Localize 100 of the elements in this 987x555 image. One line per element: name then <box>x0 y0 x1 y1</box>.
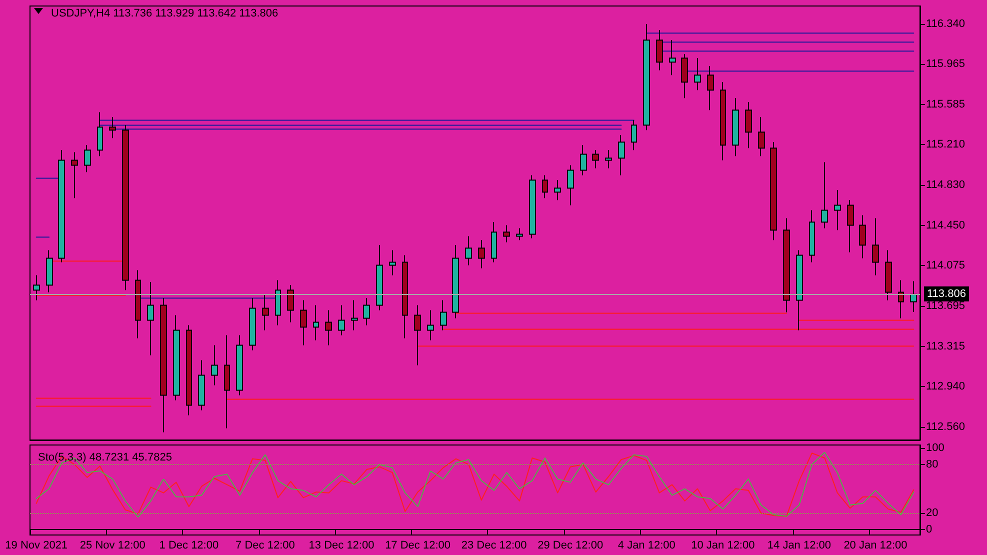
candlestick <box>478 240 485 269</box>
y-tick-label: 114.450 <box>926 220 965 232</box>
x-tick-label: 25 Nov 12:00 <box>80 540 146 552</box>
candlestick <box>363 298 370 326</box>
candlestick <box>173 314 180 401</box>
x-tick-label: 17 Dec 12:00 <box>385 540 451 552</box>
candlestick <box>211 344 218 386</box>
candlestick <box>33 274 40 301</box>
candlestick <box>84 144 91 173</box>
candlestick <box>821 162 828 229</box>
y-tick-label: 112.560 <box>926 421 965 434</box>
y-tick-label: 113.315 <box>926 340 965 353</box>
x-tick-label: 7 Dec 12:00 <box>236 540 295 552</box>
x-tick-label: 29 Dec 12:00 <box>538 540 604 552</box>
candlestick <box>542 174 548 199</box>
candlestick <box>402 254 408 339</box>
candlestick <box>262 294 269 331</box>
candlestick <box>669 40 676 76</box>
candlestick <box>249 298 256 351</box>
y-tick-label: 100 <box>926 442 944 454</box>
candlestick <box>554 180 561 201</box>
x-tick-label: 4 Jan 12:00 <box>618 540 676 552</box>
candlestick <box>313 304 319 341</box>
candlestick <box>97 112 103 157</box>
candlestick <box>885 250 892 301</box>
candlestick <box>186 324 192 416</box>
x-tick-label: 20 Jan 12:00 <box>844 540 908 552</box>
candlestick <box>287 284 294 323</box>
candlestick <box>160 298 167 433</box>
candlestick <box>898 280 904 319</box>
text: Sto(5,3,3) 48.7231 45.7825 <box>38 452 172 464</box>
x-tick-label: 13 Dec 12:00 <box>308 540 374 552</box>
candlestick <box>707 66 714 111</box>
candlestick <box>46 250 53 293</box>
candlestick <box>720 82 726 161</box>
candlestick <box>109 116 116 139</box>
candlestick <box>71 152 78 199</box>
candlestick <box>567 164 574 206</box>
candlestick <box>643 24 650 131</box>
candlestick <box>529 174 536 239</box>
y-tick-label: 20 <box>926 507 938 520</box>
candlestick <box>631 120 637 151</box>
candlestick <box>910 280 917 312</box>
candlestick <box>592 150 599 169</box>
x-tick-label: 1 Dec 12:00 <box>159 540 219 552</box>
candlestick <box>580 144 587 176</box>
candlestick <box>376 244 383 311</box>
candlestick <box>325 310 332 346</box>
candlestick <box>745 102 752 149</box>
candlestick <box>198 360 205 411</box>
candlestick <box>224 334 230 429</box>
candlestick <box>783 218 790 313</box>
x-tick-label: 19 Nov 2021 <box>5 540 68 552</box>
y-tick-label: 113.695 <box>926 300 965 312</box>
candlestick <box>694 58 701 91</box>
candlestick <box>491 222 497 263</box>
x-tick-label: 14 Jan 12:00 <box>767 540 832 552</box>
candlestick <box>618 134 625 176</box>
candlestick <box>770 142 777 241</box>
y-tick-label: 80 <box>926 458 938 470</box>
candlestick <box>465 236 472 266</box>
candlestick <box>847 200 854 253</box>
candlestick <box>440 300 447 331</box>
candlestick <box>758 116 765 157</box>
candlestick <box>147 282 154 356</box>
candlestick <box>834 190 841 231</box>
y-tick-label: 114.830 <box>926 179 965 192</box>
candlestick <box>58 150 65 263</box>
candlestick <box>656 30 663 71</box>
candlestick <box>300 300 307 346</box>
candlestick <box>872 218 879 276</box>
candlestick <box>122 124 129 291</box>
candlestick <box>135 270 141 339</box>
candlestick <box>859 214 866 259</box>
candlestick <box>809 210 815 263</box>
candlestick <box>681 54 688 99</box>
candlestick <box>796 250 803 331</box>
candlestick <box>414 304 421 366</box>
candlestick <box>516 228 523 241</box>
candlestick <box>605 150 612 169</box>
candlestick <box>732 98 739 157</box>
x-tick-label: 10 Jan 12:00 <box>691 540 755 552</box>
candlestick <box>503 224 510 243</box>
candlestick <box>338 304 345 336</box>
y-tick-label: 115.965 <box>926 58 965 70</box>
candlestick <box>452 244 459 319</box>
y-tick-label: 115.210 <box>926 138 965 151</box>
chart-title: USDJPY,H4 113.736 113.929 113.642 113.806 <box>51 8 278 20</box>
candlestick <box>236 334 243 396</box>
y-tick-label: 116.340 <box>926 18 965 30</box>
x-tick-label: 23 Dec 12:00 <box>461 540 527 552</box>
candlestick <box>351 300 358 331</box>
candlestick <box>389 250 396 276</box>
candlestick <box>275 280 281 326</box>
y-tick-label: 115.585 <box>926 98 965 111</box>
y-tick-label: 112.940 <box>926 380 965 393</box>
y-tick-label: 0 <box>926 523 932 536</box>
y-tick-label: 114.075 <box>926 260 965 272</box>
ref-line-label: 113.806 <box>927 288 966 300</box>
candlestick <box>427 310 434 341</box>
